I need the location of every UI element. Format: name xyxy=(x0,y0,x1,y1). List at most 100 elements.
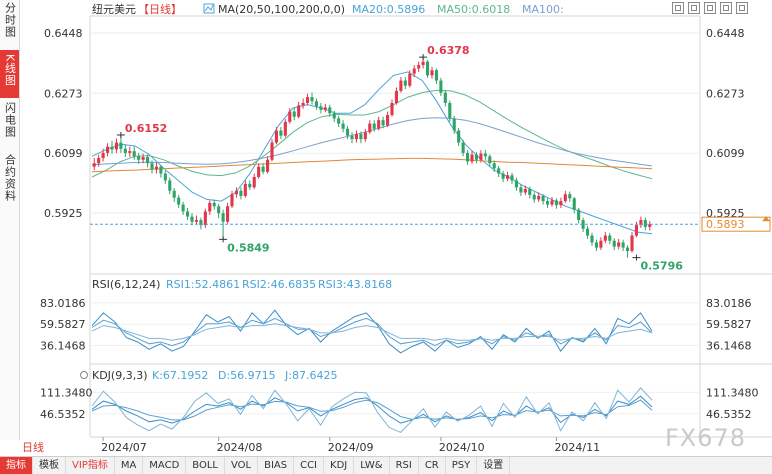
zoom-out-icon[interactable] xyxy=(704,2,716,14)
candle xyxy=(603,232,607,244)
toolbar-bias[interactable]: BIAS xyxy=(258,457,295,474)
candle-body xyxy=(177,197,181,205)
candle xyxy=(150,160,154,174)
move-left-icon[interactable] xyxy=(720,2,732,14)
indicator-line-rsi3 xyxy=(91,323,653,341)
tab-contract-info[interactable]: 合约资料 xyxy=(0,154,19,214)
candle-body xyxy=(470,154,474,162)
candle xyxy=(506,171,510,182)
candle-body xyxy=(194,220,198,222)
candle-body xyxy=(266,159,270,172)
candle-body xyxy=(448,102,452,119)
candle-body xyxy=(190,216,194,222)
chart-canvas[interactable]: 纽元美元 【日线】 MA(20,50,100,200,0,0) MA20:0.5… xyxy=(0,0,772,456)
current-price-marker: 0.5893 xyxy=(90,216,771,232)
sub-y-tick-right: 46.5352 xyxy=(706,408,752,421)
candle xyxy=(301,98,305,109)
candle xyxy=(448,100,452,122)
annotation-label: 0.6378 xyxy=(427,44,469,57)
candle-body xyxy=(314,101,318,107)
ma-settings-icon[interactable] xyxy=(203,3,215,14)
period-selector[interactable]: 日线 xyxy=(22,441,44,454)
toolbar-settings[interactable]: 设置 xyxy=(477,457,511,474)
candle xyxy=(377,116,381,131)
candle-body xyxy=(497,168,501,174)
indicator-toolbar: 指标 模板 VIP指标 MA MACD BOLL VOL BIAS CCI KD… xyxy=(0,456,772,474)
toolbar-indicators[interactable]: 指标 xyxy=(0,457,33,474)
candle-body xyxy=(563,194,567,202)
main-y-tick-right: 0.6448 xyxy=(706,27,745,40)
candle-body xyxy=(239,190,243,196)
candle-body xyxy=(141,157,145,160)
candle xyxy=(319,102,323,114)
toolbar-vip-indicators[interactable]: VIP指标 xyxy=(66,457,115,474)
candle xyxy=(519,184,523,196)
candle xyxy=(483,150,487,160)
candle-body xyxy=(581,220,585,229)
tab-intraday-label: 分时图 xyxy=(3,2,17,38)
toolbar-template[interactable]: 模板 xyxy=(33,457,66,474)
candle-body xyxy=(501,173,505,179)
candle-body xyxy=(390,102,394,115)
candle-body xyxy=(630,235,634,252)
candle-body xyxy=(283,121,287,136)
kdj-settings-icon[interactable] xyxy=(80,371,88,379)
tab-lightning[interactable]: 闪电图 xyxy=(0,102,19,148)
candle xyxy=(314,98,318,110)
toolbar-rsi[interactable]: RSI xyxy=(390,457,419,474)
candle xyxy=(106,143,110,157)
toolbar-psy[interactable]: PSY xyxy=(446,457,478,474)
toolbar-cr[interactable]: CR xyxy=(419,457,446,474)
left-tab-bar: 分时图 K线图 闪电图 合约资料 xyxy=(0,0,20,440)
candle xyxy=(123,144,127,158)
candle-body xyxy=(106,146,110,153)
ma-line-ma50 xyxy=(91,89,653,180)
candle-body xyxy=(163,173,167,181)
toolbar-lwr[interactable]: LW& xyxy=(354,457,390,474)
candle-body xyxy=(159,166,163,174)
x-tick-label: 2024/11 xyxy=(554,441,600,454)
candle xyxy=(568,191,572,202)
candle xyxy=(412,65,416,78)
tab-intraday[interactable]: 分时图 xyxy=(0,2,19,46)
candle xyxy=(283,119,287,138)
toolbar-kdj[interactable]: KDJ xyxy=(324,457,355,474)
candle-body xyxy=(568,194,572,199)
toolbar-macd[interactable]: MACD xyxy=(143,457,187,474)
candle xyxy=(546,198,550,208)
candle xyxy=(186,208,190,221)
sub-y-tick-left: 36.1468 xyxy=(40,340,86,353)
candle xyxy=(110,140,114,154)
candle xyxy=(559,197,563,208)
candle-body xyxy=(412,68,416,74)
candle-body xyxy=(643,220,647,227)
candle-body xyxy=(506,175,510,179)
candle xyxy=(181,201,185,215)
candle-body xyxy=(172,190,176,198)
candle-body xyxy=(181,204,185,212)
move-right-icon[interactable] xyxy=(736,2,748,14)
tab-kline[interactable]: K线图 xyxy=(0,50,19,98)
candle xyxy=(390,99,394,117)
candle-body xyxy=(546,201,550,205)
candle-body xyxy=(537,195,541,200)
candle-body xyxy=(492,163,496,169)
toolbar-boll[interactable]: BOLL xyxy=(186,457,225,474)
toolbar-ma[interactable]: MA xyxy=(115,457,144,474)
candle-body xyxy=(217,206,221,214)
toolbar-cci[interactable]: CCI xyxy=(294,457,325,474)
ma20-value: MA20:0.5896 xyxy=(352,3,425,16)
candle xyxy=(163,170,167,184)
candle xyxy=(137,152,141,164)
candle xyxy=(243,180,247,198)
zoom-in-icon[interactable] xyxy=(688,2,700,14)
candle xyxy=(239,187,243,200)
candle-body xyxy=(203,211,207,226)
candle xyxy=(212,199,216,210)
candle xyxy=(288,108,292,124)
toolbar-vol[interactable]: VOL xyxy=(225,457,259,474)
rsi2-value: RSI2:46.6835 xyxy=(242,278,316,291)
candle xyxy=(599,237,603,251)
candle xyxy=(226,202,230,224)
expand-icon[interactable] xyxy=(672,2,684,14)
